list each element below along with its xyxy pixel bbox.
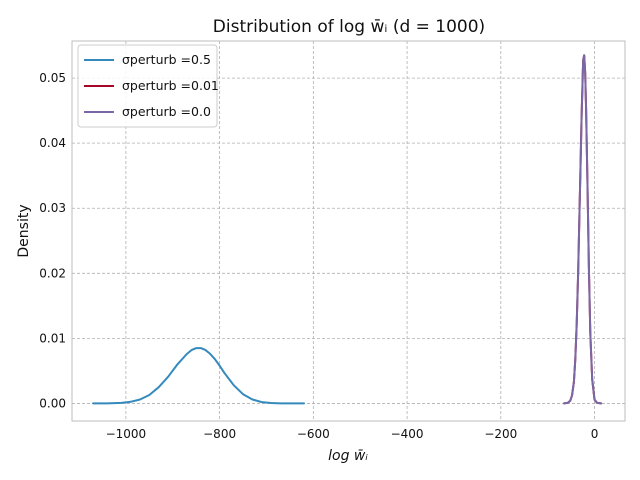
legend-entry: σperturb =0.5 (122, 52, 211, 67)
series-line-0 (92, 347, 305, 405)
x-tick-label: 0 (591, 427, 599, 441)
plot-frame (71, 40, 626, 422)
x-tick-label: −600 (297, 427, 330, 441)
series-line-2 (563, 54, 603, 405)
x-axis-label: log w̄ᵢ (328, 448, 368, 464)
legend-entry: σperturb =0.0 (122, 104, 211, 119)
x-tick-label: −800 (203, 427, 236, 441)
grid-lines (72, 41, 625, 421)
y-tick-label: 0.03 (39, 201, 66, 215)
y-tick-label: 0.01 (39, 331, 66, 345)
y-tick-label: 0.02 (39, 266, 66, 280)
y-tick-label: 0.05 (39, 71, 66, 85)
chart-title: Distribution of log w̄ᵢ (d = 1000) (213, 17, 485, 37)
series-lines (92, 54, 603, 405)
y-axis-label: Density (16, 204, 32, 257)
tick-labels: −1000 −800 −600 −400 −200 0 0.00 0.01 0.02 0.03 0.… (39, 71, 598, 441)
x-tick-label: −1000 (106, 427, 147, 441)
legend: σperturb =0.5 σperturb =0.01 σperturb =0.0 (77, 44, 219, 128)
legend-entry: σperturb =0.01 (122, 78, 219, 93)
x-tick-label: −400 (391, 427, 424, 441)
y-tick-label: 0.00 (39, 396, 66, 410)
y-tick-label: 0.04 (39, 136, 66, 150)
x-tick-label: −200 (484, 427, 517, 441)
legend-box (77, 44, 218, 128)
